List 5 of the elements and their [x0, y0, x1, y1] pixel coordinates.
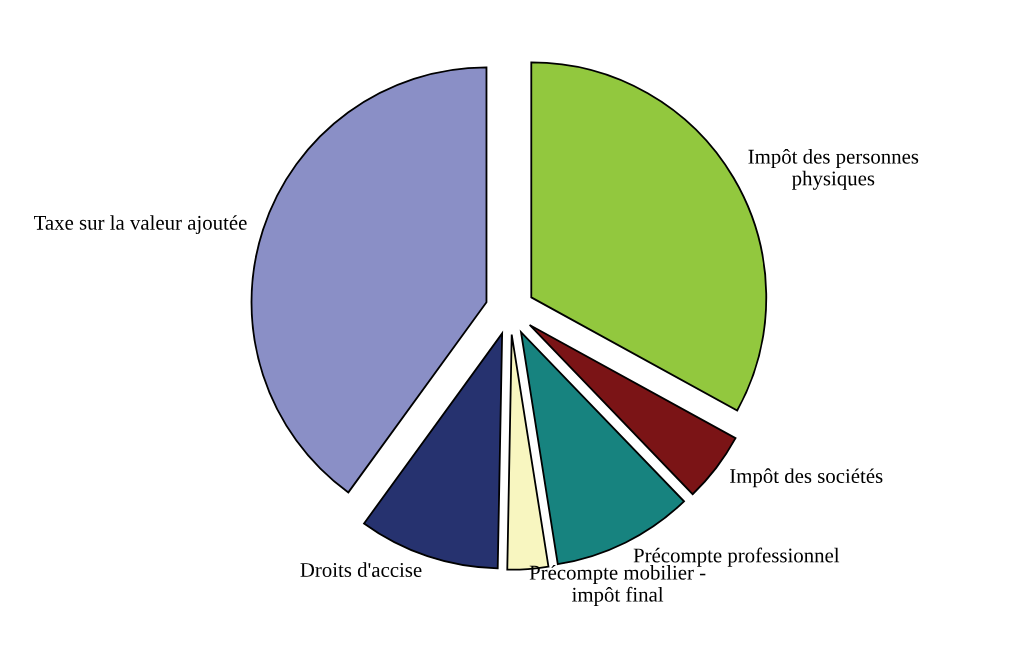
slice-label: Précompte professionnel: [633, 547, 840, 567]
slice-label: Taxe sur la valeur ajoutée: [34, 215, 247, 235]
slice-label: Impôt des personnes physiques: [748, 148, 919, 190]
slice-label: Droits d'accise: [300, 562, 422, 577]
slice-label: Impôt des sociétés: [730, 468, 883, 488]
